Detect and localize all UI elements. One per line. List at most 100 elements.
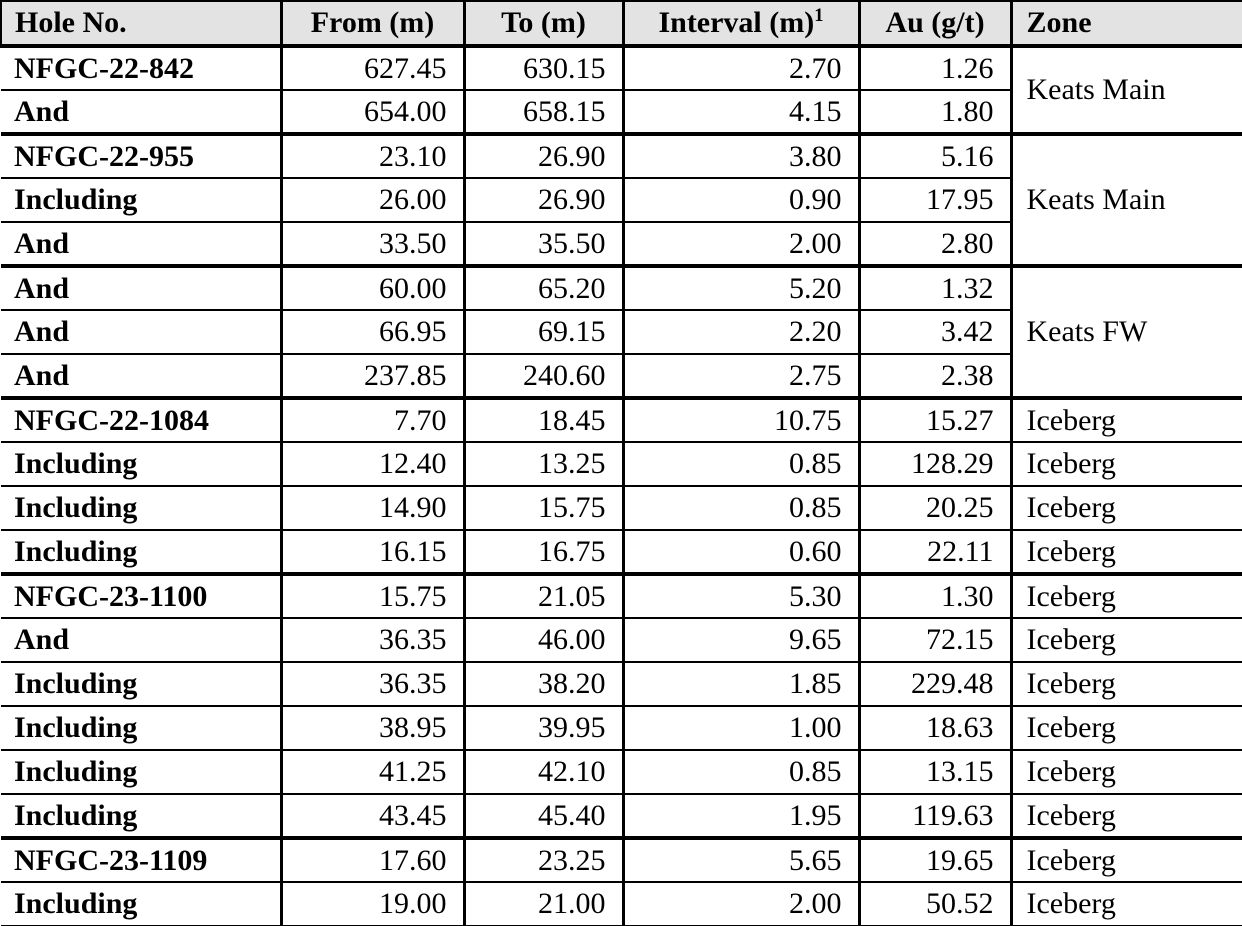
interval-cell: 2.75 [623, 354, 861, 400]
to-cell: 42.10 [464, 750, 625, 795]
from-cell: 36.35 [281, 618, 466, 663]
zone-cell: Iceberg [1011, 750, 1242, 795]
from-cell: 237.85 [281, 354, 466, 400]
to-cell: 39.95 [464, 706, 625, 751]
footnote-superscript: 1 [814, 5, 824, 26]
table-row: NFGC-22-1084 7.70 18.45 10.75 15.27 Iceberg [1, 398, 1242, 443]
zone-cell: Iceberg [1011, 574, 1242, 619]
to-cell: 658.15 [464, 90, 625, 136]
hole-no-cell: Including [1, 662, 283, 707]
table-row: And 33.50 35.50 2.00 2.80 [1, 222, 1242, 268]
to-cell: 45.40 [464, 794, 625, 840]
hole-no-cell: NFGC-22-955 [1, 134, 283, 179]
interval-cell: 10.75 [623, 398, 861, 443]
hole-no-cell: NFGC-22-1084 [1, 398, 283, 443]
table-row: Including 38.95 39.95 1.00 18.63 Iceberg [1, 706, 1242, 751]
interval-cell: 2.00 [623, 222, 861, 268]
from-cell: 60.00 [281, 266, 466, 311]
table-row: Including 14.90 15.75 0.85 20.25 Iceberg [1, 486, 1242, 531]
hole-no-cell: And [1, 354, 283, 400]
interval-cell: 1.00 [623, 706, 861, 751]
au-cell: 1.80 [859, 90, 1013, 136]
to-cell: 13.25 [464, 442, 625, 487]
hole-no-cell: And [1, 310, 283, 355]
au-cell: 3.42 [859, 310, 1013, 355]
au-cell: 1.30 [859, 574, 1013, 619]
interval-cell: 0.85 [623, 750, 861, 795]
from-cell: 16.15 [281, 530, 466, 576]
interval-cell: 2.20 [623, 310, 861, 355]
col-header-interval: Interval (m)1 [623, 0, 861, 48]
to-cell: 15.75 [464, 486, 625, 531]
table-row: Including 36.35 38.20 1.85 229.48 Iceberg [1, 662, 1242, 707]
col-header-interval-label: Interval (m) [658, 6, 815, 39]
au-cell: 18.63 [859, 706, 1013, 751]
zone-cell: Keats Main [1011, 134, 1242, 268]
table-row: Including 19.00 21.00 2.00 50.52 Iceberg [1, 882, 1242, 926]
interval-cell: 0.90 [623, 178, 861, 223]
au-cell: 1.32 [859, 266, 1013, 311]
table-row: And 237.85 240.60 2.75 2.38 [1, 354, 1242, 400]
to-cell: 46.00 [464, 618, 625, 663]
table-row: Including 16.15 16.75 0.60 22.11 Iceberg [1, 530, 1242, 576]
interval-cell: 4.15 [623, 90, 861, 136]
au-cell: 72.15 [859, 618, 1013, 663]
au-cell: 5.16 [859, 134, 1013, 179]
to-cell: 18.45 [464, 398, 625, 443]
to-cell: 35.50 [464, 222, 625, 268]
zone-cell: Keats Main [1011, 46, 1242, 136]
to-cell: 26.90 [464, 178, 625, 223]
col-header-au: Au (g/t) [859, 0, 1013, 48]
zone-cell: Iceberg [1011, 794, 1242, 840]
au-cell: 17.95 [859, 178, 1013, 223]
col-header-hole-no: Hole No. [0, 0, 283, 48]
zone-cell: Keats FW [1011, 266, 1242, 400]
au-cell: 229.48 [859, 662, 1013, 707]
to-cell: 69.15 [464, 310, 625, 355]
au-cell: 1.26 [859, 46, 1013, 91]
au-cell: 128.29 [859, 442, 1013, 487]
interval-cell: 0.85 [623, 442, 861, 487]
interval-cell: 1.95 [623, 794, 861, 840]
from-cell: 19.00 [281, 882, 466, 926]
hole-no-cell: Including [1, 794, 283, 840]
zone-cell: Iceberg [1011, 398, 1242, 443]
interval-cell: 2.00 [623, 882, 861, 926]
hole-no-cell: And [1, 266, 283, 311]
au-cell: 119.63 [859, 794, 1013, 840]
from-cell: 627.45 [281, 46, 466, 91]
table-row: NFGC-22-842 627.45 630.15 2.70 1.26 Keats Mai… [1, 46, 1242, 136]
from-cell: 12.40 [281, 442, 466, 487]
au-cell: 19.65 [859, 838, 1013, 883]
au-cell: 20.25 [859, 486, 1013, 531]
hole-no-cell: NFGC-23-1109 [1, 838, 283, 883]
zone-cell: Iceberg [1011, 662, 1242, 707]
zone-cell: Iceberg [1011, 838, 1242, 883]
hole-no-cell: Including [1, 882, 283, 926]
au-cell: 50.52 [859, 882, 1013, 926]
table-row: NFGC-22-955 23.10 26.90 3.80 5.16 Keats Main [1, 134, 1242, 268]
hole-no-cell: NFGC-23-1100 [1, 574, 283, 619]
to-cell: 240.60 [464, 354, 625, 400]
col-header-hole-no-label: Hole No. [15, 6, 127, 39]
table-row: NFGC-23-1100 15.75 21.05 5.30 1.30 Iceberg [1, 574, 1242, 619]
au-cell: 2.38 [859, 354, 1013, 400]
from-cell: 66.95 [281, 310, 466, 355]
to-cell: 16.75 [464, 530, 625, 576]
col-header-from-label: From (m) [310, 6, 435, 39]
from-cell: 654.00 [281, 90, 466, 136]
from-cell: 26.00 [281, 178, 466, 223]
interval-cell: 9.65 [623, 618, 861, 663]
from-cell: 41.25 [281, 750, 466, 795]
interval-cell: 0.60 [623, 530, 861, 576]
table-row: And 66.95 69.15 2.20 3.42 [1, 310, 1242, 355]
table-row: Including 43.45 45.40 1.95 119.63 Iceberg [1, 794, 1242, 840]
to-cell: 38.20 [464, 662, 625, 707]
from-cell: 7.70 [281, 398, 466, 443]
zone-cell: Iceberg [1011, 706, 1242, 751]
interval-cell: 5.30 [623, 574, 861, 619]
col-header-to: To (m) [464, 0, 625, 48]
col-header-to-label: To (m) [501, 6, 586, 39]
interval-cell: 5.65 [623, 838, 861, 883]
